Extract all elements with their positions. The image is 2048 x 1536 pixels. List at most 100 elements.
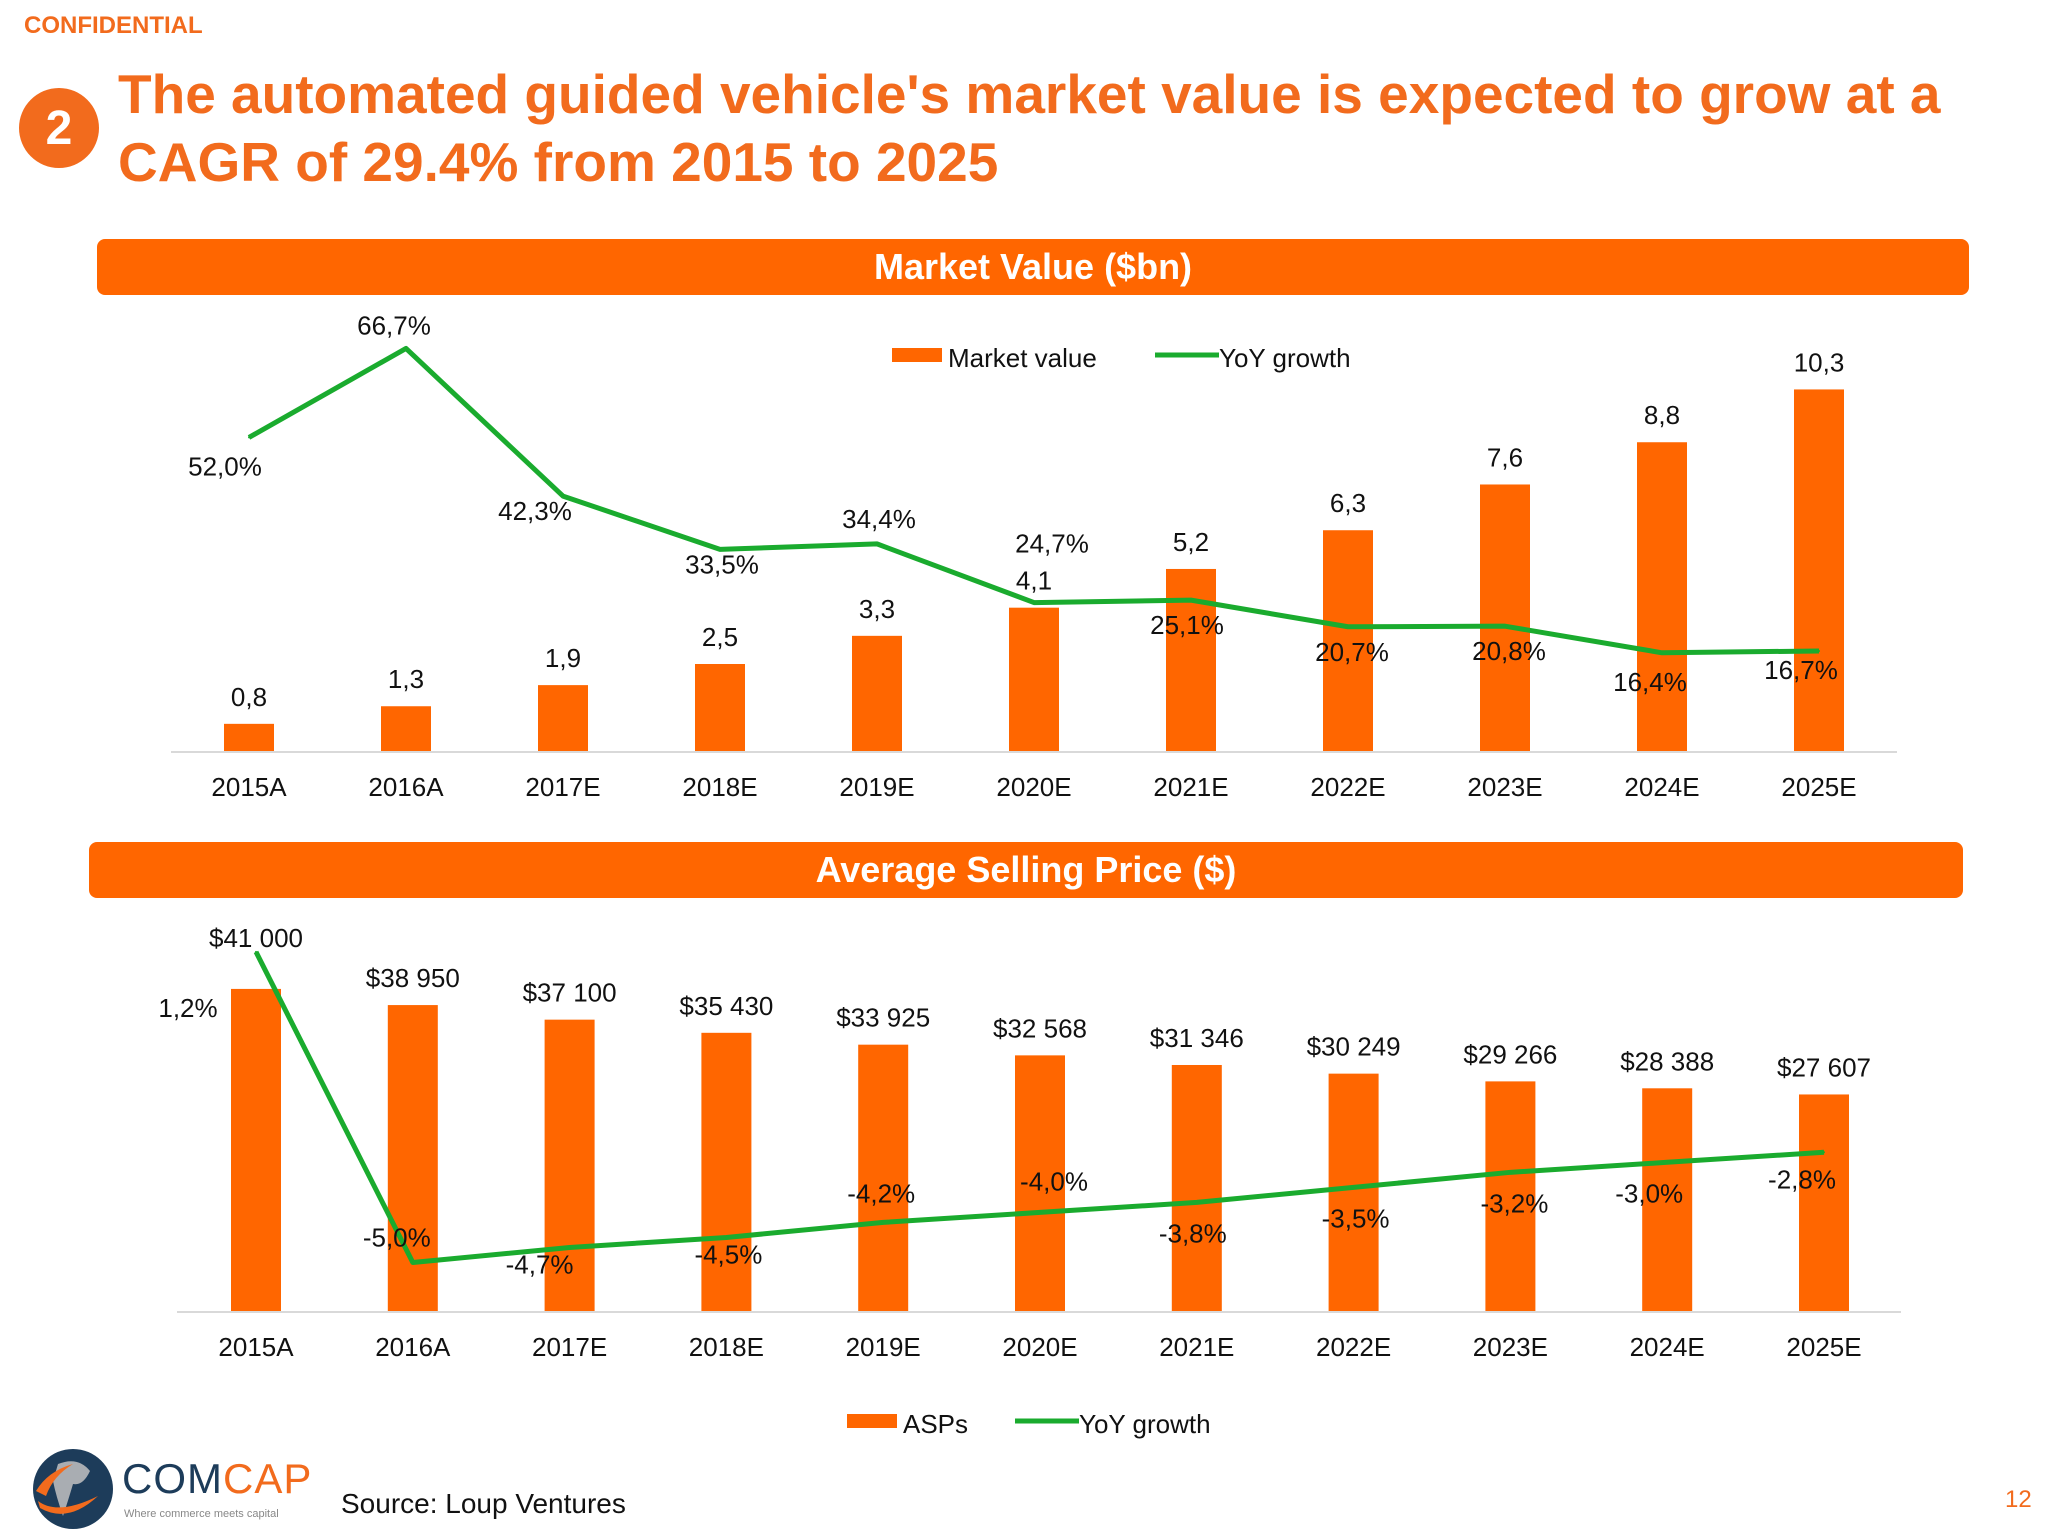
x-tick-label: 2021E xyxy=(1153,772,1228,802)
bar-label: 1,9 xyxy=(545,643,581,673)
yoy-point xyxy=(1195,1201,1198,1204)
bar-label: 2,5 xyxy=(702,622,738,652)
line-label: -2,8% xyxy=(1768,1164,1836,1194)
yoy-point xyxy=(1190,599,1192,602)
bar-label: $38 950 xyxy=(366,963,460,993)
bar-label: $33 925 xyxy=(836,1003,930,1033)
legend-bar-label: Market value xyxy=(948,343,1097,373)
legend-line-label: YoY growth xyxy=(1219,343,1351,373)
source-note: Source: Loup Ventures xyxy=(341,1488,626,1519)
confidential-label: CONFIDENTIAL xyxy=(24,12,203,39)
bar-2023E xyxy=(1485,1081,1536,1312)
line-label: -3,8% xyxy=(1159,1218,1227,1248)
x-tick-label: 2019E xyxy=(846,1332,921,1362)
line-label: 25,1% xyxy=(1150,610,1224,640)
line-label: 20,8% xyxy=(1472,636,1546,666)
yoy-point xyxy=(725,1236,728,1239)
line-label: -3,2% xyxy=(1480,1188,1548,1218)
bar-2022E xyxy=(1323,530,1373,752)
yoy-point xyxy=(1352,1186,1355,1189)
legend-bar-swatch xyxy=(847,1414,897,1428)
bar-2021E xyxy=(1166,568,1216,752)
bar-2016A xyxy=(381,706,431,752)
bar-2024E xyxy=(1642,1088,1693,1312)
legend-bar-swatch xyxy=(892,348,942,362)
logo-cap: CAP xyxy=(223,1455,313,1502)
yoy-point xyxy=(255,950,257,953)
x-tick-label: 2017E xyxy=(525,772,600,802)
bar-2015A xyxy=(231,988,281,1312)
yoy-point xyxy=(248,436,250,439)
bar-2018E xyxy=(701,1032,752,1312)
page-number: 12 xyxy=(2005,1486,2032,1513)
logo-com: COM xyxy=(122,1455,223,1502)
bar-2025E xyxy=(1799,1094,1849,1312)
x-tick-label: 2016A xyxy=(375,1332,451,1362)
bar-label: 3,3 xyxy=(859,594,895,624)
bar-label: $35 430 xyxy=(679,991,773,1021)
x-tick-label: 2020E xyxy=(996,772,1071,802)
line-label: 16,4% xyxy=(1613,667,1687,697)
yoy-point xyxy=(882,1221,885,1224)
line-label: 34,4% xyxy=(842,504,916,534)
bar-label: $30 249 xyxy=(1307,1032,1401,1062)
bar-label: $27 607 xyxy=(1777,1052,1871,1082)
yoy-point xyxy=(1033,601,1035,604)
bar-label: $28 388 xyxy=(1620,1046,1714,1076)
x-tick-label: 2023E xyxy=(1467,772,1542,802)
x-tick-label: 2021E xyxy=(1159,1332,1234,1362)
bar-label: 10,3 xyxy=(1794,347,1845,377)
yoy-point xyxy=(1509,1171,1512,1174)
bar-label: 7,6 xyxy=(1487,442,1523,472)
bar-label: $41 000 xyxy=(209,923,303,953)
logo-tagline: Where commerce meets capital xyxy=(124,1508,279,1520)
bar-2015A xyxy=(224,723,274,752)
bar-label: 1,3 xyxy=(388,664,424,694)
x-tick-label: 2018E xyxy=(682,772,757,802)
bar-label: $31 346 xyxy=(1150,1023,1244,1053)
x-tick-label: 2025E xyxy=(1786,1332,1861,1362)
bar-label: 0,8 xyxy=(231,682,267,712)
line-label: -5,0% xyxy=(363,1223,431,1253)
x-tick-label: 2025E xyxy=(1781,772,1856,802)
x-tick-label: 2019E xyxy=(839,772,914,802)
bar-2023E xyxy=(1480,484,1530,752)
x-tick-label: 2015A xyxy=(218,1332,294,1362)
bar-2022E xyxy=(1328,1073,1379,1312)
bar-2018E xyxy=(695,664,745,752)
yoy-point xyxy=(405,347,407,350)
yoy-point xyxy=(562,495,564,498)
section-number-badge: 2 xyxy=(19,88,99,168)
x-tick-label: 2020E xyxy=(1002,1332,1077,1362)
bar-label: 8,8 xyxy=(1644,400,1680,430)
bar-2020E xyxy=(1009,607,1059,752)
line-label: -4,0% xyxy=(1020,1166,1088,1196)
line-label: 66,7% xyxy=(357,310,431,340)
line-label: -4,7% xyxy=(506,1249,574,1279)
bar-label: 5,2 xyxy=(1173,527,1209,557)
x-tick-label: 2024E xyxy=(1630,1332,1705,1362)
yoy-point xyxy=(719,548,721,551)
bar-2025E xyxy=(1794,389,1844,752)
bar-label: 6,3 xyxy=(1330,488,1366,518)
x-tick-label: 2016A xyxy=(368,772,444,802)
line-label: 16,7% xyxy=(1764,655,1838,685)
page-title: The automated guided vehicle's market va… xyxy=(118,63,1941,193)
yoy-point xyxy=(1823,1151,1825,1154)
chart-1-title-banner: Market Value ($bn) xyxy=(97,239,1969,295)
yoy-point xyxy=(1347,625,1349,628)
bar-2024E xyxy=(1637,442,1687,752)
bar-2021E xyxy=(1171,1064,1222,1312)
x-tick-label: 2022E xyxy=(1310,772,1385,802)
line-label: 1,2% xyxy=(158,993,217,1023)
bar-label: 4,1 xyxy=(1016,566,1052,596)
bar-2017E xyxy=(538,685,588,752)
line-label: 52,0% xyxy=(188,451,262,481)
yoy-point xyxy=(1504,625,1506,628)
line-label: 20,7% xyxy=(1315,637,1389,667)
legend-bar-label: ASPs xyxy=(903,1409,968,1439)
bar-2019E xyxy=(858,1044,909,1312)
x-tick-label: 2018E xyxy=(689,1332,764,1362)
yoy-point xyxy=(1666,1161,1669,1164)
